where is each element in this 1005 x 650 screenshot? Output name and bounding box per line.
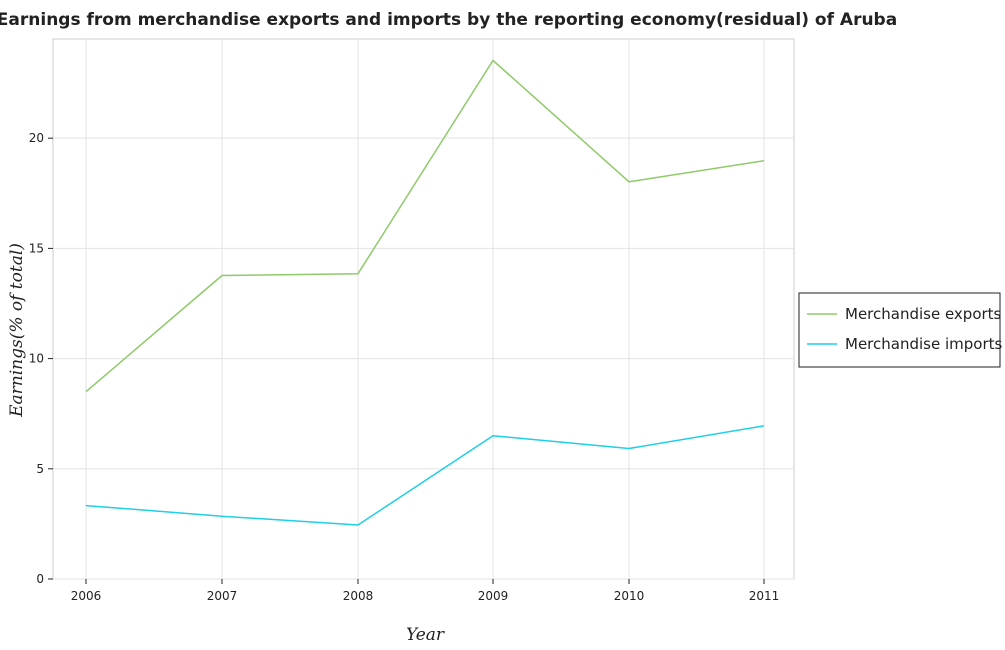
x-tick-label: 2011 (749, 589, 780, 603)
y-tick-label: 5 (36, 462, 44, 476)
series (85, 59, 765, 526)
y-axis-label: Earnings(% of total) (7, 243, 27, 418)
y-tick-label: 20 (29, 131, 44, 145)
legend-box (798, 292, 1001, 368)
axes: 2006 2007 2008 2009 2010 2011 0 5 10 15 20 (29, 131, 780, 603)
legend-label-imports: Merchandise imports (845, 335, 1002, 353)
x-tick-label: 2008 (343, 589, 374, 603)
y-tick-label: 0 (36, 572, 44, 586)
x-axis-label: Year (406, 625, 445, 645)
x-tick-label: 2007 (207, 589, 238, 603)
chart-title: Earnings from merchandise exports and im… (0, 10, 897, 30)
legend-label-exports: Merchandise exports (845, 305, 1002, 323)
grid (52, 38, 795, 580)
plot-frame (52, 38, 795, 580)
x-tick-label: 2006 (71, 589, 102, 603)
series-line-imports (85, 425, 765, 526)
legend: Merchandise exports Merchandise imports (798, 292, 1002, 368)
x-tick-label: 2010 (614, 589, 645, 603)
y-tick-label: 15 (29, 241, 44, 255)
y-tick-label: 10 (29, 352, 44, 366)
series-line-exports (85, 59, 765, 393)
x-tick-label: 2009 (478, 589, 509, 603)
